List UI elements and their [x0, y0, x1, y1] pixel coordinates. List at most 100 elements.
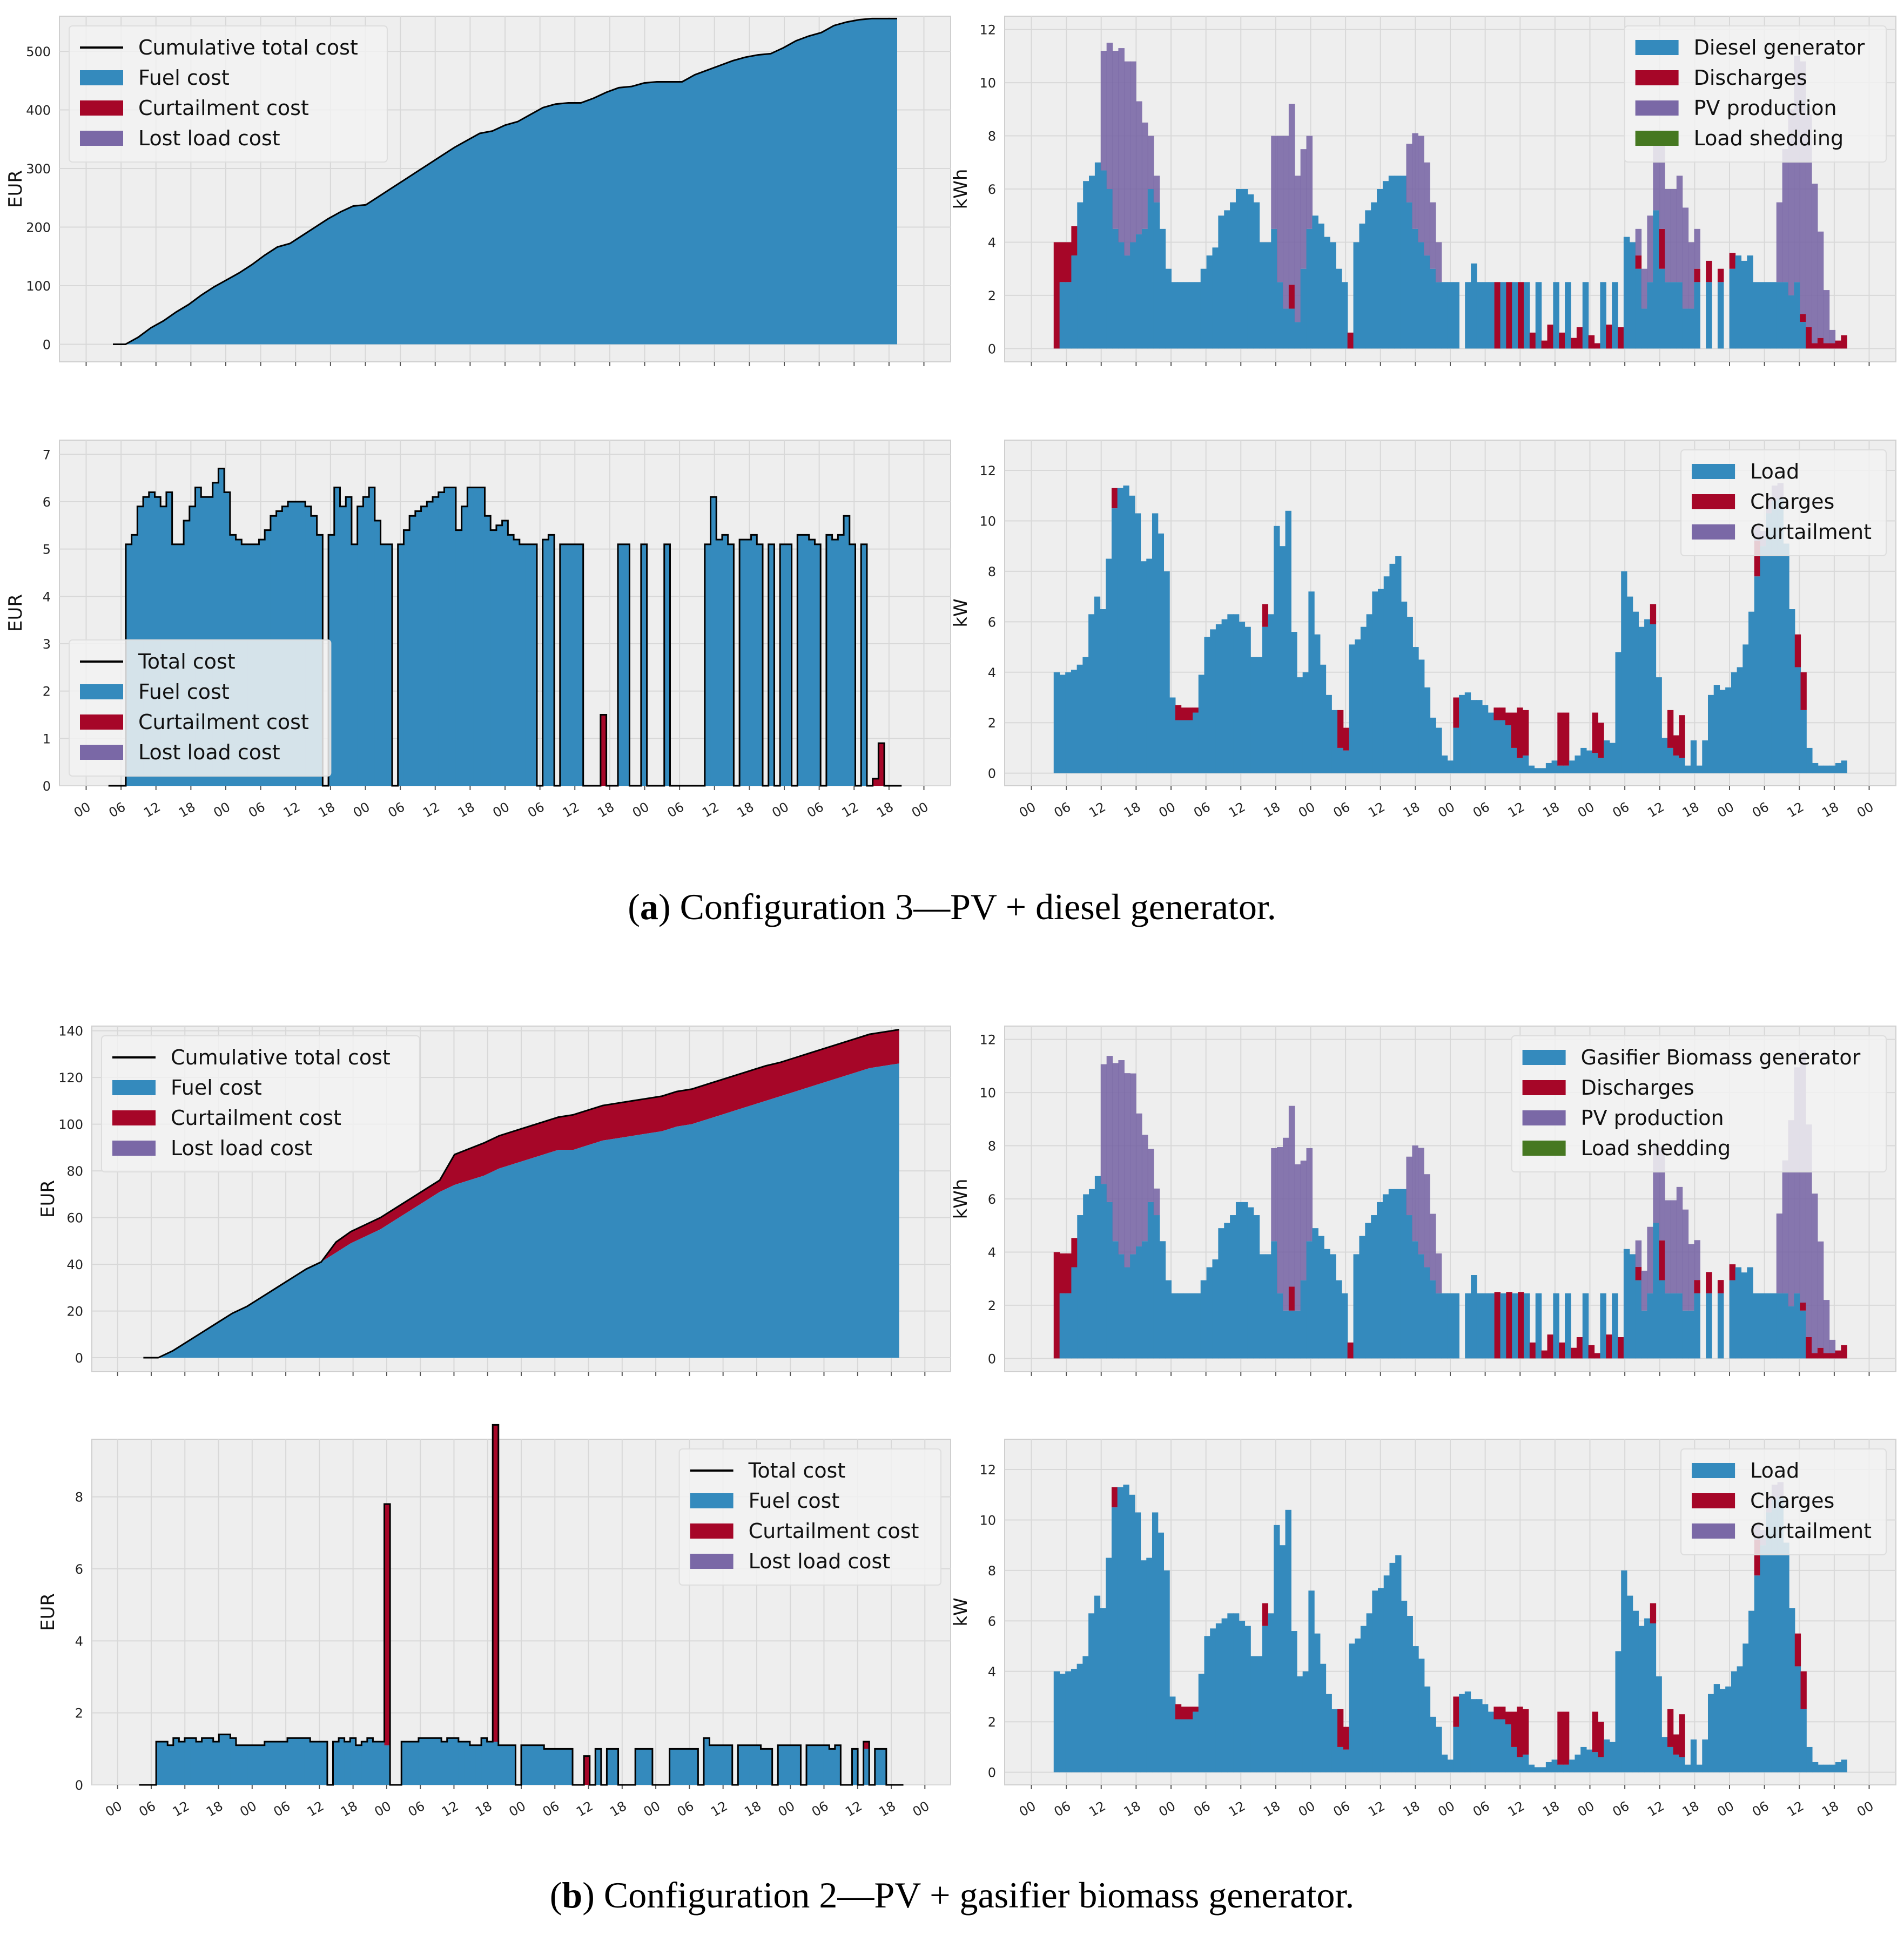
x-tick-label: 12	[708, 1798, 730, 1820]
pv-production-bar	[1406, 144, 1412, 203]
legend-box	[101, 1035, 420, 1172]
discharge-bar	[1059, 1253, 1066, 1293]
y-tick-label: 80	[66, 1164, 83, 1179]
fuel-cost-bar	[230, 1738, 237, 1785]
legend-label: Discharges	[1581, 1076, 1694, 1100]
fuel-cost-bar	[435, 1738, 442, 1785]
x-tick-label: 18	[735, 799, 756, 821]
discharge-bar	[1635, 1267, 1642, 1280]
x-tick-label: 12	[839, 799, 861, 821]
fuel-cost-bar	[350, 1738, 356, 1785]
legend-swatch	[1692, 1493, 1735, 1508]
fuel-cost-bar	[321, 1742, 328, 1785]
load-bar	[1511, 747, 1517, 773]
fuel-cost-bar	[461, 506, 468, 786]
x-tick-label: 18	[874, 799, 896, 821]
x-tick-label: 00	[103, 1798, 124, 1820]
generator-bar	[1194, 1293, 1201, 1359]
pv-production-bar	[1823, 290, 1830, 343]
x-tick-label: 06	[804, 799, 826, 821]
load-bar	[1696, 1764, 1703, 1772]
generator-bar	[1159, 228, 1166, 349]
load-bar	[1754, 1575, 1761, 1772]
legend-label: Curtailment cost	[138, 710, 309, 734]
generator-bar	[1641, 308, 1648, 349]
load-bar	[1088, 1613, 1095, 1772]
fuel-cost-bar	[809, 540, 816, 786]
load-bar	[1563, 765, 1570, 773]
charges-bar	[1111, 1487, 1118, 1508]
discharge-bar	[1494, 1292, 1501, 1359]
generator-bar	[1377, 189, 1383, 349]
fuel-cost-bar	[555, 1749, 562, 1785]
load-bar	[1719, 1689, 1726, 1772]
discharge-bar	[1606, 1334, 1612, 1359]
load-bar	[1239, 1621, 1246, 1772]
load-bar	[1383, 576, 1390, 773]
load-bar	[1470, 700, 1477, 773]
chart-svg: 0 2 4 6 8 10 12 00 06 12 18 00 06 12 18 00 06 12 18 00 06 12 1…	[950, 1439, 1896, 1820]
pv-production-bar	[1100, 1064, 1107, 1184]
legend-label: Total cost	[748, 1459, 846, 1482]
generator-bar	[1124, 1267, 1131, 1359]
total-cost-line	[139, 1424, 904, 1786]
x-tick-label: 00	[1854, 799, 1876, 821]
fuel-cost-bar	[527, 1745, 533, 1785]
chart-svg: 0 2 4 6 8 10 12 00 06 12 18 00 06 12 18 00 06 12 18 00 06 12 1…	[950, 440, 1896, 821]
generator-bar	[1706, 282, 1712, 349]
x-tick-label: 06	[665, 799, 687, 821]
pv-production-bar	[1424, 162, 1430, 256]
y-tick-label: 8	[988, 1139, 996, 1154]
charges-bar	[1667, 710, 1674, 748]
fuel-cost-bar	[487, 1742, 493, 1785]
legend-label: Load	[1750, 1459, 1799, 1482]
generator-bar	[1306, 1241, 1313, 1359]
y-tick-label: 3	[43, 637, 51, 652]
y-tick-label: 6	[75, 1562, 83, 1577]
fuel-cost-bar	[509, 1745, 516, 1785]
load-bar	[1302, 1671, 1309, 1772]
x-tick-label: 00	[490, 799, 512, 821]
load-bar	[1453, 727, 1459, 773]
discharge-bar	[1841, 1345, 1847, 1359]
fuel-cost-bar	[485, 516, 491, 786]
discharge-bar	[1288, 1286, 1295, 1311]
fuel-cost-bar	[751, 535, 757, 786]
fuel-cost-bar	[450, 487, 456, 786]
charges-bar	[1193, 707, 1199, 713]
legend-box	[1624, 25, 1887, 163]
generator-bar	[1688, 308, 1695, 349]
fuel-cost-bar	[455, 530, 462, 786]
generator-bar	[1406, 1215, 1412, 1359]
generator-bar	[1412, 228, 1418, 349]
load-bar	[1476, 1699, 1483, 1772]
generator-bar	[1230, 202, 1236, 349]
pv-production-bar	[1776, 1213, 1783, 1293]
curtailment-cost-bar	[863, 1742, 870, 1749]
load-bar	[1146, 1558, 1153, 1772]
charges-bar	[1800, 1671, 1807, 1709]
load-bar	[1563, 1764, 1570, 1772]
x-tick-label: 06	[386, 799, 407, 821]
load-bar	[1824, 1764, 1830, 1772]
load-bar	[1372, 1590, 1378, 1772]
fuel-cost-bar	[398, 544, 405, 786]
fuel-cost-bar	[721, 1745, 727, 1785]
generator-bar	[1400, 176, 1407, 349]
x-tick-label: 12	[1365, 1798, 1387, 1820]
fuel-cost-bar	[743, 1745, 750, 1785]
curtailment-cost-bar	[584, 1756, 590, 1785]
load-bar	[1604, 1739, 1610, 1772]
y-tick-label: 6	[988, 1614, 996, 1629]
generator-bar	[1747, 255, 1753, 349]
pv-production-bar	[1418, 1148, 1424, 1255]
generator-bar	[1394, 176, 1401, 349]
load-bar	[1285, 510, 1291, 773]
generator-bar	[1500, 282, 1506, 349]
fuel-cost-bar	[687, 1749, 693, 1785]
fuel-cost-bar	[496, 525, 503, 786]
x-tick-label: 12	[1365, 799, 1387, 821]
x-tick-label: 00	[1156, 799, 1178, 821]
load-bar	[1065, 1671, 1072, 1772]
load-bar	[1818, 1764, 1824, 1772]
